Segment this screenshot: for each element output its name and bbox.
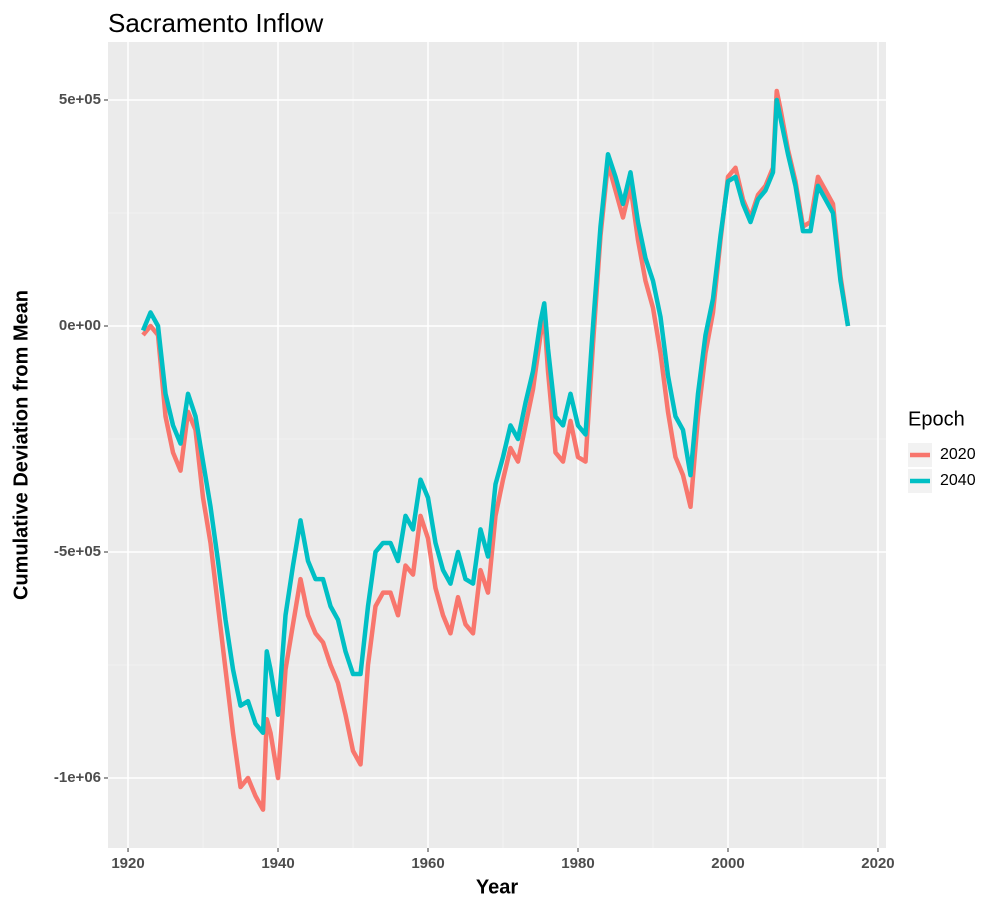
x-tick-label: 1980 xyxy=(561,855,594,872)
y-axis-title: Cumulative Deviation from Mean xyxy=(10,290,32,600)
x-tick-label: 2020 xyxy=(861,855,894,872)
y-tick-label: -1e+06 xyxy=(54,769,101,786)
x-tick-label: 1940 xyxy=(261,855,294,872)
legend-title: Epoch xyxy=(908,408,965,430)
line-series xyxy=(141,88,851,812)
y-tick-label: 5e+05 xyxy=(59,91,101,108)
legend-label: 2040 xyxy=(940,472,976,489)
x-axis-title: Year xyxy=(476,876,518,898)
x-tick-label: 2000 xyxy=(711,855,744,872)
y-tick-label: -5e+05 xyxy=(54,543,101,560)
chart-title: Sacramento Inflow xyxy=(108,8,324,38)
plot-panel xyxy=(108,42,886,848)
legend-label: 2020 xyxy=(940,446,976,463)
x-tick-label: 1920 xyxy=(111,855,144,872)
line-series xyxy=(140,97,851,736)
x-tick-label: 1960 xyxy=(411,855,444,872)
y-tick-label: 0e+00 xyxy=(59,317,101,334)
